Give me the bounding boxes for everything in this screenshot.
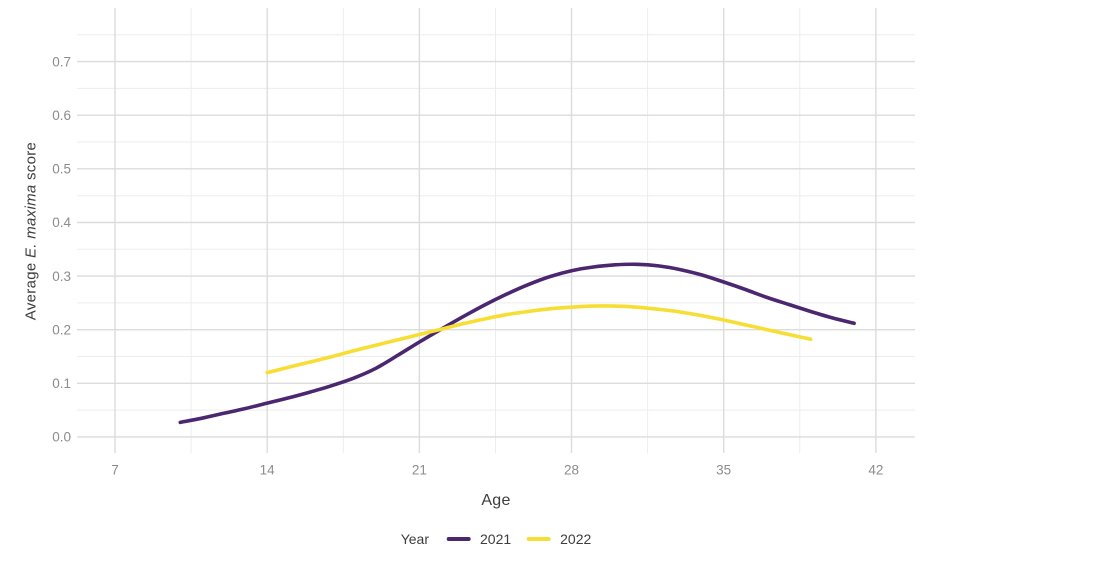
y-axis-title: Average E. maxima score bbox=[23, 142, 40, 320]
y-tick-label: 0.4 bbox=[52, 215, 71, 230]
legend-label-2021: 2021 bbox=[479, 531, 512, 547]
legend-item-2021: 2021 bbox=[446, 531, 512, 547]
y-tick-label: 0.3 bbox=[52, 269, 71, 284]
x-tick-label: 7 bbox=[111, 463, 119, 478]
y-axis-title-italic-part: E. maxima bbox=[22, 184, 40, 259]
x-tick-label: 42 bbox=[868, 463, 883, 478]
y-tick-label: 0.6 bbox=[52, 108, 71, 123]
legend: Year 2021 2022 bbox=[401, 531, 592, 547]
series-line-2021 bbox=[178, 262, 856, 425]
y-tick-label: 0.1 bbox=[52, 376, 71, 391]
y-tick-label: 0.7 bbox=[52, 54, 71, 69]
legend-swatch-2021 bbox=[446, 536, 471, 542]
y-axis-title-part: Average bbox=[22, 258, 40, 321]
legend-item-2022: 2022 bbox=[527, 531, 591, 547]
y-tick-label: 0.2 bbox=[52, 322, 71, 337]
x-tick-label: 14 bbox=[260, 463, 276, 478]
x-tick-label: 21 bbox=[412, 463, 427, 478]
y-tick-label: 0.0 bbox=[52, 430, 71, 445]
x-tick-label: 28 bbox=[564, 463, 579, 478]
y-axis-title-part: score bbox=[22, 141, 40, 185]
x-tick-label: 35 bbox=[716, 463, 731, 478]
legend-title: Year bbox=[400, 531, 429, 547]
x-axis-title: Age bbox=[481, 492, 511, 509]
series-line-2022 bbox=[265, 304, 813, 375]
legend-label-2022: 2022 bbox=[560, 531, 592, 547]
legend-swatch-2022 bbox=[527, 536, 552, 542]
y-tick-label: 0.5 bbox=[52, 162, 71, 177]
